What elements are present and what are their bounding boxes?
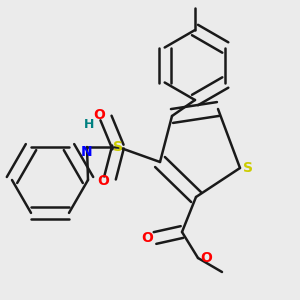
Text: N: N: [81, 145, 93, 159]
Text: O: O: [200, 251, 212, 265]
Text: O: O: [141, 231, 153, 245]
Text: O: O: [97, 174, 109, 188]
Text: O: O: [93, 108, 105, 122]
Text: H: H: [84, 118, 94, 131]
Text: S: S: [113, 140, 123, 154]
Text: S: S: [243, 161, 253, 175]
